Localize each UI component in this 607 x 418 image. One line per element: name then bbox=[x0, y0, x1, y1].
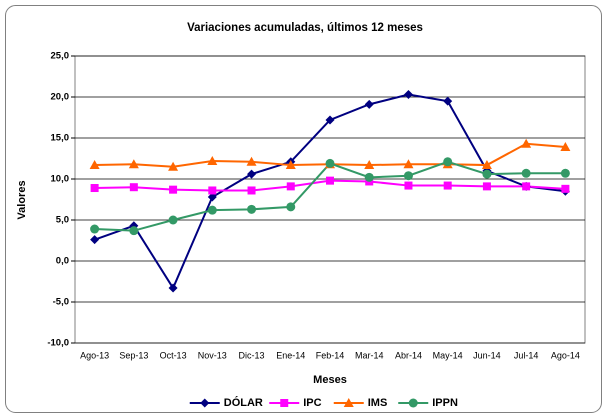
y-axis-label: Valores bbox=[16, 180, 28, 219]
y-tick-label: 25,0 bbox=[51, 51, 70, 62]
x-tick-label: Jul-14 bbox=[514, 350, 539, 360]
marker bbox=[364, 160, 375, 170]
marker bbox=[326, 176, 334, 185]
marker bbox=[403, 90, 413, 100]
x-tick-label: Ene-14 bbox=[276, 350, 305, 360]
marker bbox=[343, 398, 354, 407]
marker bbox=[403, 159, 414, 169]
marker bbox=[325, 158, 335, 168]
marker bbox=[90, 184, 99, 193]
marker bbox=[408, 398, 418, 408]
marker bbox=[247, 169, 257, 179]
marker bbox=[129, 183, 138, 192]
x-tick-label: Ago-13 bbox=[80, 350, 109, 360]
x-tick-label: Oct-13 bbox=[160, 350, 187, 360]
marker bbox=[443, 96, 453, 106]
marker bbox=[207, 192, 217, 202]
y-tick-label: 10,0 bbox=[51, 174, 70, 185]
marker bbox=[280, 399, 289, 407]
marker bbox=[482, 182, 491, 191]
marker bbox=[168, 283, 178, 293]
plot-area bbox=[74, 55, 586, 344]
x-tick-label: Mar-14 bbox=[355, 350, 384, 360]
y-tick-label: 0,0 bbox=[56, 256, 69, 267]
x-tick-label: Feb-14 bbox=[316, 350, 345, 360]
x-axis-label: Meses bbox=[313, 374, 347, 386]
marker bbox=[443, 157, 453, 167]
legend-label: IPC bbox=[303, 397, 321, 409]
marker bbox=[90, 235, 100, 245]
marker bbox=[168, 215, 178, 225]
marker bbox=[128, 159, 139, 169]
legend-label: IMS bbox=[368, 397, 388, 409]
marker bbox=[168, 161, 179, 171]
x-tick-label: Nov-13 bbox=[198, 350, 227, 360]
marker bbox=[364, 99, 374, 109]
x-tick-label: Abr-14 bbox=[395, 350, 422, 360]
marker bbox=[247, 204, 257, 214]
marker bbox=[247, 186, 256, 195]
chart-title: Variaciones acumuladas, últimos 12 meses bbox=[187, 22, 423, 34]
marker bbox=[90, 224, 100, 234]
marker bbox=[521, 168, 531, 178]
marker bbox=[443, 181, 452, 190]
marker bbox=[285, 160, 296, 170]
marker bbox=[560, 168, 570, 178]
x-tick-label: Ago-14 bbox=[551, 350, 580, 360]
marker bbox=[561, 184, 570, 193]
marker bbox=[404, 181, 413, 190]
marker bbox=[482, 169, 492, 179]
y-tick-label: 15,0 bbox=[51, 133, 70, 144]
marker bbox=[89, 160, 100, 170]
marker bbox=[364, 172, 374, 182]
x-tick-label: Sep-13 bbox=[119, 350, 148, 360]
marker bbox=[481, 160, 492, 170]
marker bbox=[207, 205, 217, 215]
y-tick-label: 20,0 bbox=[51, 92, 70, 103]
x-tick-label: Dic-13 bbox=[239, 350, 265, 360]
marker bbox=[325, 115, 335, 125]
marker bbox=[560, 142, 571, 152]
marker bbox=[522, 182, 531, 191]
legend-label: DÓLAR bbox=[224, 396, 263, 409]
y-tick-label: 5,0 bbox=[56, 215, 69, 226]
y-tick-label: -5,0 bbox=[53, 297, 69, 308]
marker bbox=[286, 202, 296, 212]
legend-label: IPPN bbox=[432, 397, 458, 409]
marker bbox=[403, 171, 413, 181]
marker bbox=[129, 226, 139, 236]
marker bbox=[246, 156, 257, 166]
y-tick-label: -10,0 bbox=[47, 338, 69, 349]
marker bbox=[208, 186, 217, 195]
marker bbox=[207, 155, 218, 165]
marker bbox=[169, 185, 178, 194]
x-tick-label: May-14 bbox=[433, 350, 463, 360]
x-tick-label: Jun-14 bbox=[473, 350, 501, 360]
marker bbox=[286, 182, 295, 191]
marker bbox=[521, 138, 532, 148]
marker bbox=[200, 398, 210, 408]
